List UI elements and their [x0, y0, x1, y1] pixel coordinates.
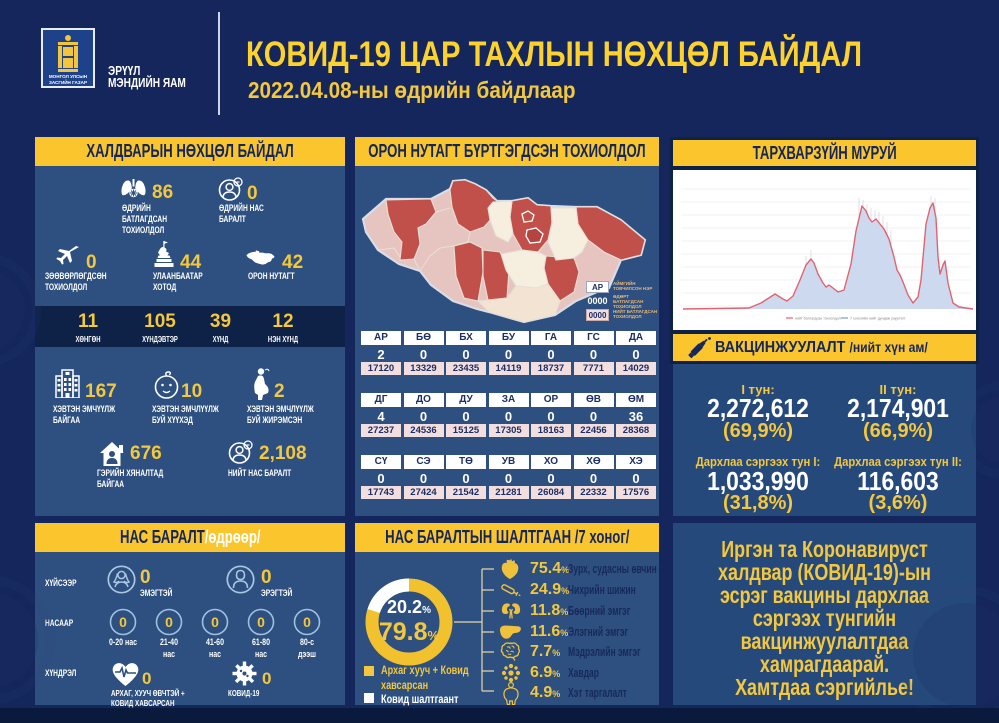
svg-text:нийт батлагдсан тохиолдол: нийт батлагдсан тохиолдол: [795, 317, 841, 321]
svg-text:МОНГОЛ УЛСЫН: МОНГОЛ УЛСЫН: [49, 74, 88, 79]
svg-text:ЗАСГИЙН ГАЗАР: ЗАСГИЙН ГАЗАР: [49, 78, 87, 85]
svg-text:7 хоногийн нийт дундаж узуулэл: 7 хоногийн нийт дундаж узуулэлт: [850, 317, 906, 321]
